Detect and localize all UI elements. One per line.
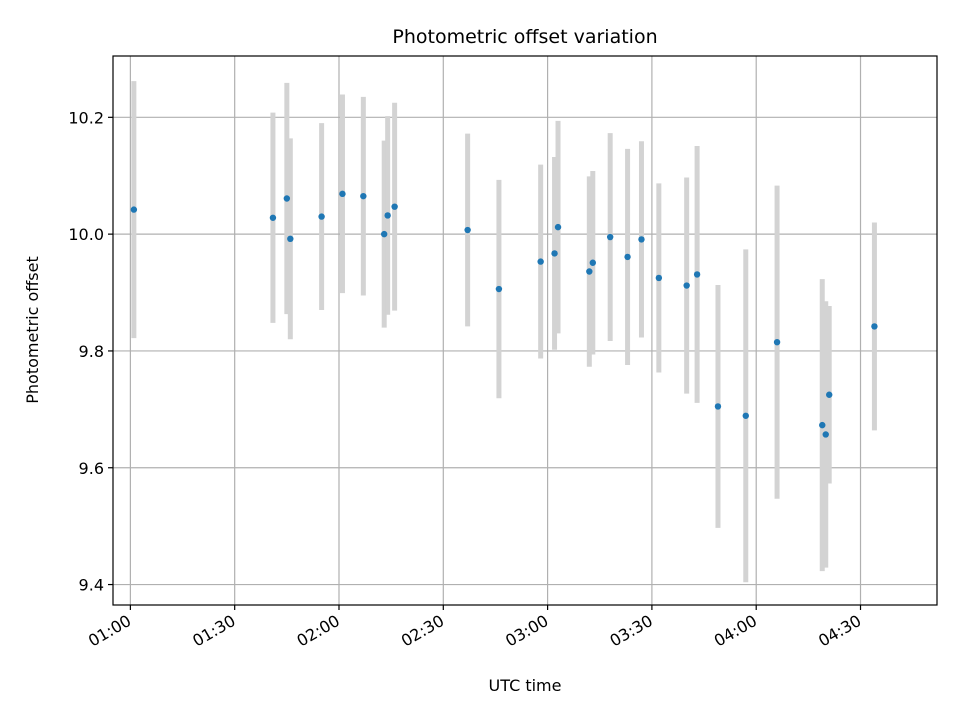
data-point [339,190,346,198]
y-tick-label: 9.4 [79,576,104,595]
data-point [318,213,325,220]
data-point [464,226,471,234]
grid [113,56,937,605]
chart-title: Photometric offset variation [392,26,657,48]
y-axis: 9.4 9.6 9.8 10.0 10.2 [68,108,113,595]
y-tick-label: 10.2 [68,108,104,127]
plot-area-frame [112,55,938,606]
data-point [773,338,781,346]
data-point [287,235,294,243]
data-point [822,431,829,438]
data-point [495,285,503,293]
data-point [742,412,749,419]
data-points [130,190,878,438]
data-point [655,274,663,282]
data-point [624,253,631,261]
data-point [360,192,367,200]
data-point [554,223,562,231]
data-point [589,259,596,266]
data-point [693,271,701,278]
data-point [380,230,388,238]
data-point [586,268,593,275]
data-point [826,391,833,398]
y-tick-label: 9.8 [79,342,104,361]
data-point [551,250,558,257]
data-point [537,258,544,265]
data-point [391,203,398,210]
data-point [714,403,722,410]
data-point [384,212,391,219]
data-point [638,236,645,243]
data-point [130,206,138,213]
data-point [871,323,878,330]
data-point [819,421,826,429]
y-tick-label: 9.6 [79,459,104,478]
y-axis-label: Photometric offset [23,256,42,404]
y-tick-label: 10.0 [68,225,104,244]
data-point [283,195,291,202]
data-point [269,214,277,221]
x-axis-label: UTC time [489,676,562,695]
data-point [683,282,690,289]
data-point [606,233,614,241]
